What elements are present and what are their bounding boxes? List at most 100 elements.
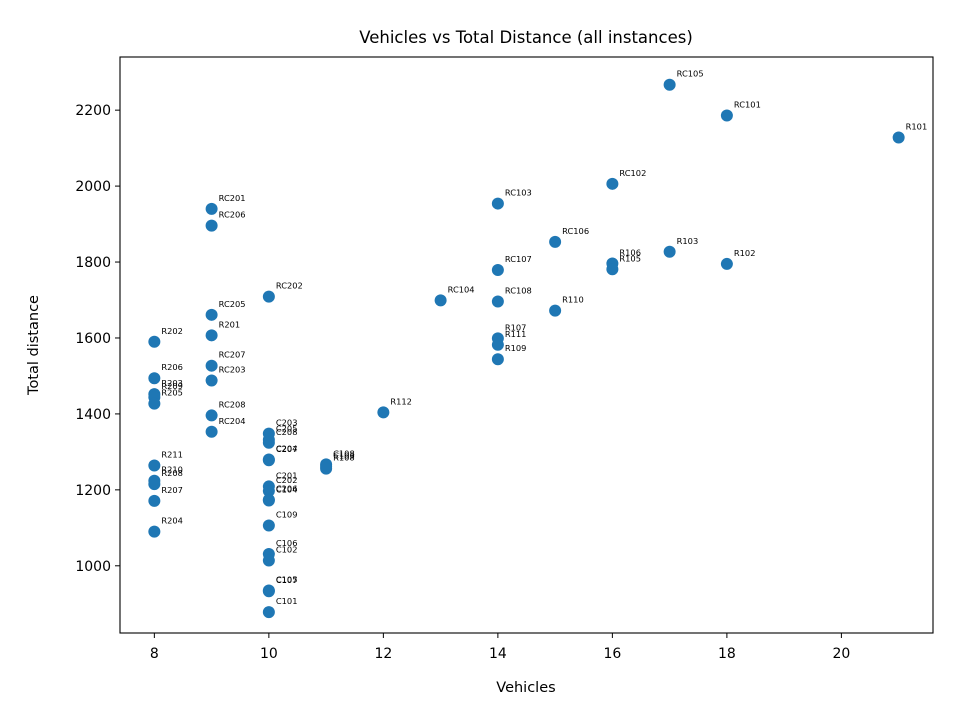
- data-point-label: R211: [161, 450, 183, 460]
- data-point: [148, 459, 161, 472]
- data-point-label: R209: [161, 381, 183, 391]
- data-point: [262, 494, 275, 507]
- data-point-label: RC107: [505, 254, 532, 264]
- data-point: [148, 397, 161, 410]
- data-point: [205, 409, 218, 422]
- data-point-label: R202: [161, 326, 183, 336]
- y-axis-label: Total distance: [26, 295, 42, 396]
- data-point-label: R102: [734, 248, 756, 258]
- x-axis-label: Vehicles: [496, 680, 555, 696]
- data-point-label: R207: [161, 485, 183, 495]
- data-point: [205, 308, 218, 321]
- data-point: [491, 353, 504, 366]
- data-point: [491, 197, 504, 210]
- data-point-label: C208: [276, 427, 298, 437]
- data-point-label: RC201: [219, 193, 246, 203]
- data-point-label: RC102: [619, 168, 646, 178]
- data-point-label: C202: [276, 475, 298, 485]
- data-point: [491, 264, 504, 277]
- data-point-label: C103: [333, 450, 355, 460]
- data-point-label: R101: [906, 121, 928, 131]
- data-point-label: RC203: [219, 365, 246, 375]
- data-point-label: R112: [390, 396, 412, 406]
- data-point-label: C102: [276, 544, 298, 554]
- data-point-label: C201: [276, 470, 298, 480]
- data-point-label: C106: [276, 538, 298, 548]
- data-point-label: R108: [333, 453, 355, 463]
- data-point-label: RC103: [505, 188, 532, 198]
- y-tick-label: 2200: [75, 103, 111, 119]
- x-tick-label: 8: [150, 646, 159, 662]
- data-point-label: C108: [333, 448, 355, 458]
- data-point: [148, 494, 161, 507]
- data-point-label: R204: [161, 516, 183, 526]
- x-tick-label: 18: [718, 646, 736, 662]
- data-point: [720, 109, 733, 122]
- chart-title: Vehicles vs Total Distance (all instance…: [359, 28, 693, 47]
- data-point-label: RC204: [219, 416, 246, 426]
- x-tick-label: 14: [489, 646, 507, 662]
- data-point-label: R105: [619, 253, 641, 263]
- data-point: [262, 606, 275, 619]
- data-point-label: RC101: [734, 99, 761, 109]
- data-point: [720, 257, 733, 270]
- data-point: [148, 478, 161, 491]
- data-point: [205, 329, 218, 342]
- data-point: [663, 245, 676, 258]
- data-point-label: C109: [276, 510, 298, 520]
- data-point: [262, 519, 275, 532]
- y-tick-label: 1000: [75, 559, 111, 575]
- data-point: [205, 374, 218, 387]
- data-point: [491, 295, 504, 308]
- data-point-label: RC205: [219, 299, 246, 309]
- data-point: [434, 294, 447, 307]
- x-tick-label: 20: [832, 646, 850, 662]
- x-tick-label: 16: [603, 646, 621, 662]
- data-point-label: RC202: [276, 281, 303, 291]
- data-point-label: R111: [505, 329, 527, 339]
- data-points: [148, 78, 905, 619]
- data-point-label: R109: [505, 343, 527, 353]
- x-tick-label: 10: [260, 646, 278, 662]
- data-point-label: C204: [276, 443, 298, 453]
- data-point-label: R203: [161, 378, 183, 388]
- data-point-label: R208: [161, 468, 183, 478]
- data-point-label: RC207: [219, 350, 246, 360]
- y-tick-label: 1200: [75, 483, 111, 499]
- data-point: [262, 554, 275, 567]
- data-point-label: R103: [677, 236, 699, 246]
- data-point-label: R106: [619, 248, 641, 258]
- data-point-label: C104: [276, 484, 298, 494]
- data-point: [148, 372, 161, 385]
- data-point: [262, 454, 275, 467]
- data-point: [892, 131, 905, 144]
- data-point-label: C107: [276, 575, 298, 585]
- data-point: [205, 219, 218, 232]
- data-point-label: R205: [161, 388, 183, 398]
- data-point: [262, 585, 275, 598]
- data-point-label: C207: [276, 444, 298, 454]
- data-point: [262, 484, 275, 497]
- y-tick-label: 1600: [75, 331, 111, 347]
- data-point: [606, 177, 619, 190]
- data-point: [606, 263, 619, 276]
- data-point: [262, 436, 275, 449]
- data-point-label: R206: [161, 362, 183, 372]
- data-point: [205, 202, 218, 215]
- data-point-label: C206: [276, 484, 298, 494]
- data-point: [549, 235, 562, 248]
- data-point-label: C205: [276, 424, 298, 434]
- data-point: [663, 78, 676, 91]
- y-tick-label: 1400: [75, 407, 111, 423]
- data-point-label: C101: [276, 596, 298, 606]
- data-point-label: C105: [276, 574, 298, 584]
- data-point: [148, 335, 161, 348]
- data-point: [148, 525, 161, 538]
- data-point: [549, 304, 562, 317]
- data-point-label: RC206: [219, 210, 246, 220]
- data-point-labels: RC105 RC101 R101 RC102 RC103 RC201 RC206 RC106 R…: [161, 69, 927, 606]
- data-point-label: RC208: [219, 399, 246, 409]
